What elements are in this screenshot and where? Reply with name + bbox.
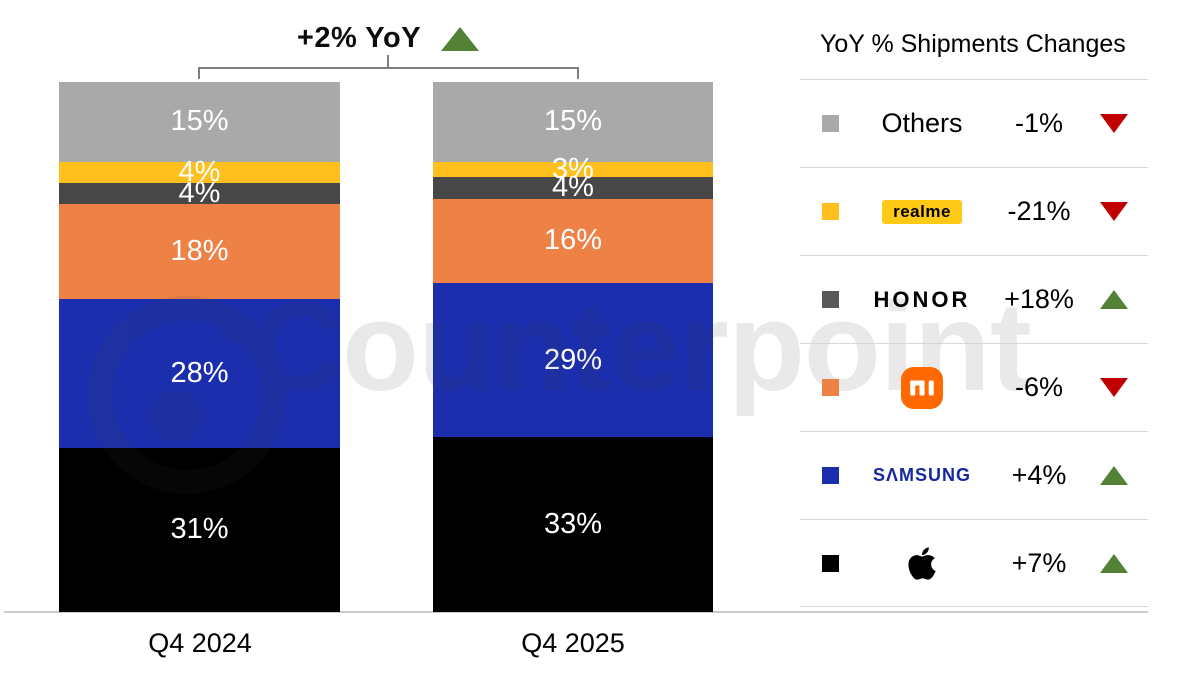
brand-logo-cell: Others [859,108,985,139]
apple-logo-icon [908,546,936,580]
total-yoy-annotation: +2% YoY [198,22,578,55]
realme-logo: realme [882,199,962,224]
category-label-q4-2024: Q4 2024 [148,628,252,658]
bar-segment-honor: 4% [59,178,340,207]
yoy-change-value: +7% [1011,547,1067,578]
others-label: Others [881,108,963,138]
segment-value-label: 18% [170,235,229,268]
bar-segment-xiaomi: 16% [433,198,713,284]
bracket-right-tick [577,67,579,79]
segment-value-label: 3% [552,152,594,185]
segment-value-label: 4% [178,176,221,209]
realme-logo-text: realme [893,201,951,221]
brand-logo-cell: SΛMSUNG [859,465,985,486]
bracket-horizontal-line [198,67,579,69]
brand-logo-cell [859,545,985,582]
legend-row-realme: realme -21% [800,167,1148,255]
bracket-left-tick [198,67,200,79]
yoy-change-value: -21% [1007,196,1071,226]
segment-value-label: 4% [552,171,594,204]
brand-logo-cell: realme [859,199,985,224]
legend-row-apple: +7% [800,519,1148,607]
bar-segment-apple: 31% [59,447,340,612]
legend-swatch [822,115,839,132]
legend-title: YoY % Shipments Changes [820,30,1126,58]
bar-segment-xiaomi: 18% [59,203,340,300]
legend-swatch [822,379,839,396]
category-label-q4-2025: Q4 2025 [521,628,625,658]
up-triangle-icon [1100,290,1128,309]
bar-segment-samsung: 28% [59,299,340,448]
bar-segment-realme: 3% [433,154,713,183]
bar-segment-samsung: 29% [433,283,713,438]
up-triangle-icon [441,26,480,51]
segment-value-label: 4% [178,155,221,188]
bar-q4-2024: 15% 4% 4% 18% 28% 31% [59,82,340,612]
down-triangle-icon [1100,202,1128,221]
total-yoy-label: +2% YoY [296,22,422,54]
bar-segment-realme: 4% [59,157,340,186]
bracket-center-stem [387,55,389,68]
yoy-change-value: -1% [1014,108,1063,138]
segment-value-label: 15% [170,105,229,138]
legend-swatch [822,291,839,308]
yoy-change-value: +18% [1004,284,1074,314]
legend-row-others: Others -1% [800,79,1148,167]
xiaomi-mi-logo [901,366,943,409]
down-triangle-icon [1100,114,1128,133]
bar-segment-others: 15% [433,82,713,162]
samsung-logo: SΛMSUNG [872,465,971,485]
bar-segment-others: 15% [59,82,340,162]
segment-value-label: 31% [170,513,229,546]
legend-panel: YoY % Shipments Changes Others -1% realm… [800,28,1148,607]
legend-row-xiaomi: -6% [800,343,1148,431]
bar-segment-apple: 33% [433,437,713,612]
segment-value-label: 33% [543,508,603,540]
up-triangle-icon [1100,553,1128,573]
yoy-change-value: -6% [1014,372,1063,402]
legend-swatch [822,203,839,220]
segment-value-label: 15% [543,105,603,138]
legend-swatch [822,467,839,484]
bar-q4-2025: 15% 3% 4% 16% 29% 33% [433,82,713,612]
brand-logo-cell [859,366,985,409]
segment-value-label: 29% [543,343,603,376]
up-triangle-icon [1100,466,1128,485]
x-axis-line [4,611,1148,613]
brand-logo-cell: HONOR [859,287,985,313]
down-triangle-icon [1100,378,1128,397]
yoy-change-value: +4% [1011,460,1067,490]
segment-value-label: 28% [170,356,229,389]
bar-segment-honor: 4% [433,173,713,202]
segment-value-label: 16% [543,224,603,257]
legend-row-samsung: SΛMSUNG +4% [800,431,1148,519]
legend-row-honor: HONOR +18% [800,255,1148,343]
legend-swatch [822,554,839,572]
honor-logo: HONOR [873,286,971,312]
